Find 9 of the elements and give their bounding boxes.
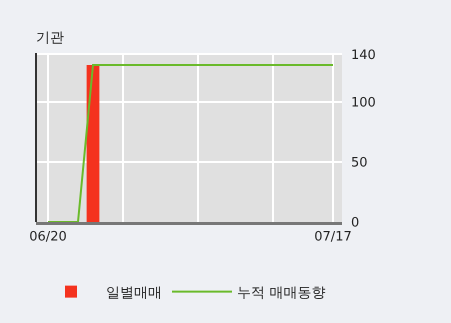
- x-tick-label: 06/20: [29, 230, 67, 245]
- legend-label: 누적 매매동향: [237, 285, 326, 302]
- y-tick-label: 100: [351, 96, 376, 111]
- legend-label: 일별매매: [106, 285, 162, 302]
- y-tick-label: 50: [351, 156, 368, 171]
- chart-title: 기관: [36, 30, 64, 46]
- y-tick-label: 140: [351, 48, 376, 63]
- y-tick-label: 0: [351, 216, 360, 231]
- x-tick-label: 07/17: [314, 230, 352, 245]
